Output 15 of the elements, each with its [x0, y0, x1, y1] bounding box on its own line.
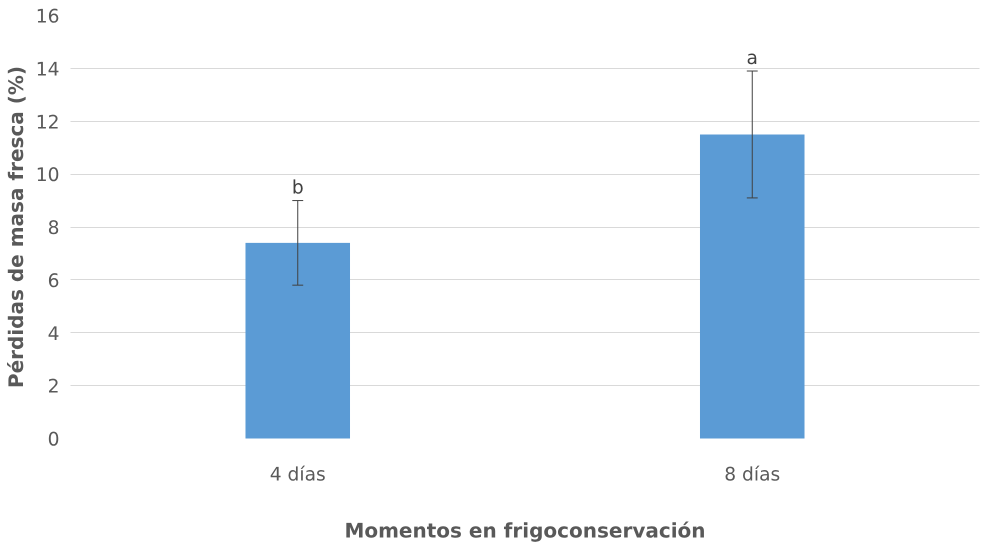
y-tick-label: 10 [36, 165, 60, 186]
y-axis-title: Pérdidas de masa fresca (%) [4, 66, 28, 388]
x-tick-label: 4 días [270, 464, 326, 486]
y-tick-label: 6 [48, 270, 60, 292]
x-axis-title: Momentos en frigoconservación [344, 518, 706, 542]
y-tick-label: 0 [48, 430, 60, 450]
y-tick-label: 8 [48, 218, 60, 239]
y-tick-label: 12 [36, 112, 60, 134]
y-tick-label: 14 [36, 59, 60, 80]
annotation: a [746, 48, 758, 70]
y-tick-label: 4 [48, 324, 60, 345]
y-tick-label: 16 [36, 6, 60, 28]
y-tick-label: 2 [48, 376, 60, 398]
x-tick-label: 8 días [724, 464, 780, 486]
annotation: b [292, 178, 304, 199]
